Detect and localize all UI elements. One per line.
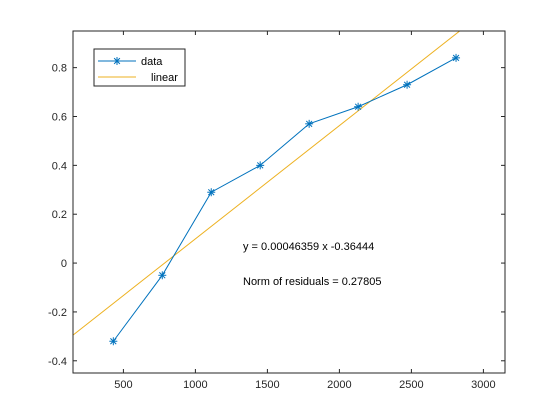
data-series-line <box>112 57 457 342</box>
legend-linear-label: linear <box>151 72 178 84</box>
y-tick-label-3: 0.2 <box>52 209 67 221</box>
legend-data-marker <box>113 57 121 65</box>
y-tick-label-0: -0.4 <box>48 356 67 368</box>
legend: data linear <box>93 48 186 87</box>
x-tick-label-3: 2000 <box>327 379 351 391</box>
y-tick-label-6: 0.8 <box>52 63 67 75</box>
linear-fit-line <box>73 31 461 336</box>
data-point-1 <box>158 271 167 280</box>
y-tick-label-1: -0.2 <box>48 307 67 319</box>
series-layer <box>73 31 461 346</box>
data-point-4 <box>305 119 314 128</box>
data-point-0 <box>109 337 118 346</box>
x-tick-label-5: 3000 <box>471 379 495 391</box>
axes-box <box>72 30 506 374</box>
y-tick-label-4: 0.4 <box>52 160 67 172</box>
data-point-5 <box>354 102 363 111</box>
y-tick-label-5: 0.6 <box>52 112 67 124</box>
residuals-annotation: Norm of residuals = 0.27805 <box>243 276 382 288</box>
data-point-6 <box>403 80 412 89</box>
y-tick-label-2: 0 <box>61 258 67 270</box>
legend-box <box>93 48 186 87</box>
axes-layer: 500 1000 1500 2000 2500 3000 -0.4 -0.2 0 0.2 0.4 0.… <box>48 30 506 391</box>
legend-asterisk <box>113 57 121 65</box>
x-tick-label-1: 1000 <box>183 379 207 391</box>
plot-background <box>73 31 505 373</box>
legend-data-label: data <box>141 56 163 68</box>
plot-area <box>73 31 505 373</box>
data-point-7 <box>452 53 461 62</box>
x-tick-label-0: 500 <box>114 379 132 391</box>
data-point-2 <box>207 188 216 197</box>
x-tick-label-2: 1500 <box>255 379 279 391</box>
x-tick-label-4: 2500 <box>399 379 423 391</box>
annotation-layer: y = 0.00046359 x -0.36444 Norm of residu… <box>243 241 382 288</box>
data-point-3 <box>256 161 265 170</box>
fit-equation-annotation: y = 0.00046359 x -0.36444 <box>243 241 374 253</box>
